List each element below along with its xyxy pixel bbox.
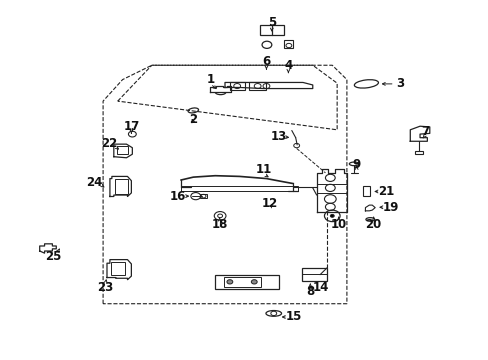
Text: 12: 12 xyxy=(261,197,277,210)
Bar xyxy=(115,179,128,194)
Text: 3: 3 xyxy=(396,77,404,90)
Text: 21: 21 xyxy=(377,185,393,198)
Bar xyxy=(362,186,369,196)
Text: 20: 20 xyxy=(365,218,381,231)
Bar xyxy=(302,267,327,281)
Bar xyxy=(249,82,266,90)
Text: 11: 11 xyxy=(255,163,272,176)
Circle shape xyxy=(251,280,257,284)
Text: 22: 22 xyxy=(101,137,117,150)
Text: 4: 4 xyxy=(284,59,292,72)
Bar xyxy=(117,146,128,154)
Text: 6: 6 xyxy=(262,55,270,68)
Text: 2: 2 xyxy=(189,113,197,126)
Text: 10: 10 xyxy=(330,218,346,231)
Text: 18: 18 xyxy=(211,218,227,231)
Bar xyxy=(199,194,207,198)
Text: 5: 5 xyxy=(267,16,275,29)
Circle shape xyxy=(226,280,232,284)
Text: 15: 15 xyxy=(285,310,301,324)
Text: 25: 25 xyxy=(44,249,61,262)
Bar xyxy=(284,40,293,48)
Text: 8: 8 xyxy=(305,285,314,298)
Text: 13: 13 xyxy=(270,130,286,144)
Bar xyxy=(229,82,244,90)
Bar xyxy=(215,275,278,289)
Text: 1: 1 xyxy=(206,73,214,86)
Text: 16: 16 xyxy=(169,190,185,203)
Bar xyxy=(414,150,422,154)
Text: 17: 17 xyxy=(123,120,139,133)
Text: 7: 7 xyxy=(420,125,428,138)
Bar xyxy=(224,277,261,287)
Bar xyxy=(260,25,283,35)
Circle shape xyxy=(330,215,333,217)
Text: 19: 19 xyxy=(382,201,398,214)
Bar xyxy=(181,186,298,192)
Text: 14: 14 xyxy=(312,281,328,294)
Text: 23: 23 xyxy=(97,281,113,294)
Bar xyxy=(111,262,124,275)
Text: 24: 24 xyxy=(86,176,102,189)
Text: 9: 9 xyxy=(352,158,360,171)
